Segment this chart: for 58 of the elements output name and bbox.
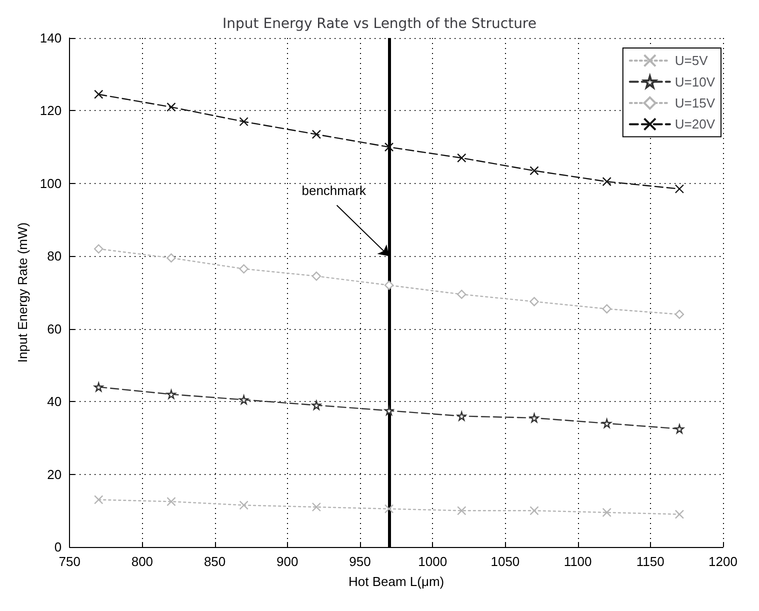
point [602, 177, 612, 186]
legend-label: U=20V [674, 116, 716, 132]
point [530, 296, 539, 306]
y-tick-label: 20 [47, 466, 62, 482]
point [384, 504, 394, 514]
point [312, 400, 322, 410]
point [384, 280, 394, 290]
point [602, 508, 612, 518]
chart-title: Input Energy Rate vs Length of the Structure [222, 16, 536, 32]
x-tick-label: 1100 [564, 554, 592, 569]
point [674, 310, 684, 319]
point [457, 290, 466, 299]
legend-label: U=15V [674, 96, 716, 110]
point [384, 142, 394, 152]
x-tick-label: 1200 [708, 554, 738, 569]
x-tick-label: 1150 [636, 554, 664, 569]
x-tick-label: 1050 [490, 554, 520, 569]
x-tick-label: 800 [131, 554, 154, 569]
y-tick-label: 120 [40, 103, 62, 118]
point [674, 184, 684, 194]
y-tick-label: 100 [40, 176, 62, 191]
annotation: benchmark [302, 182, 367, 198]
y-tick-label: 40 [47, 394, 62, 410]
y-tick-label: 140 [40, 30, 62, 46]
y-axis-title: Input Energy Rate (mW) [15, 222, 30, 363]
point [94, 244, 104, 254]
x-tick-label: 850 [204, 554, 226, 569]
point [530, 166, 539, 176]
point [674, 424, 684, 434]
point [457, 153, 466, 163]
point [94, 90, 104, 99]
point [530, 506, 539, 516]
y-tick-label: 80 [47, 248, 62, 264]
point [674, 510, 684, 519]
point [312, 130, 322, 139]
x-tick-label: 950 [349, 554, 371, 569]
y-tick-label: 60 [47, 321, 62, 336]
point [457, 506, 466, 516]
point [530, 413, 539, 423]
point [239, 264, 248, 274]
x-tick-label: 750 [58, 554, 80, 569]
point [94, 382, 104, 392]
point [312, 502, 322, 512]
y-tick-label: 0 [54, 540, 62, 554]
point [166, 102, 176, 112]
point [312, 272, 322, 281]
point [166, 496, 176, 506]
x-tick-label: 1000 [418, 554, 448, 569]
point [239, 500, 248, 510]
legend-label: U=5V [674, 53, 708, 68]
x-axis-title: Hot Beam L(μm) [348, 574, 444, 589]
point [94, 495, 104, 504]
point [239, 117, 248, 126]
legend-label: U=10V [674, 74, 716, 90]
point [602, 304, 612, 314]
point [166, 253, 176, 263]
point [384, 406, 394, 416]
x-tick-label: 900 [276, 554, 298, 569]
